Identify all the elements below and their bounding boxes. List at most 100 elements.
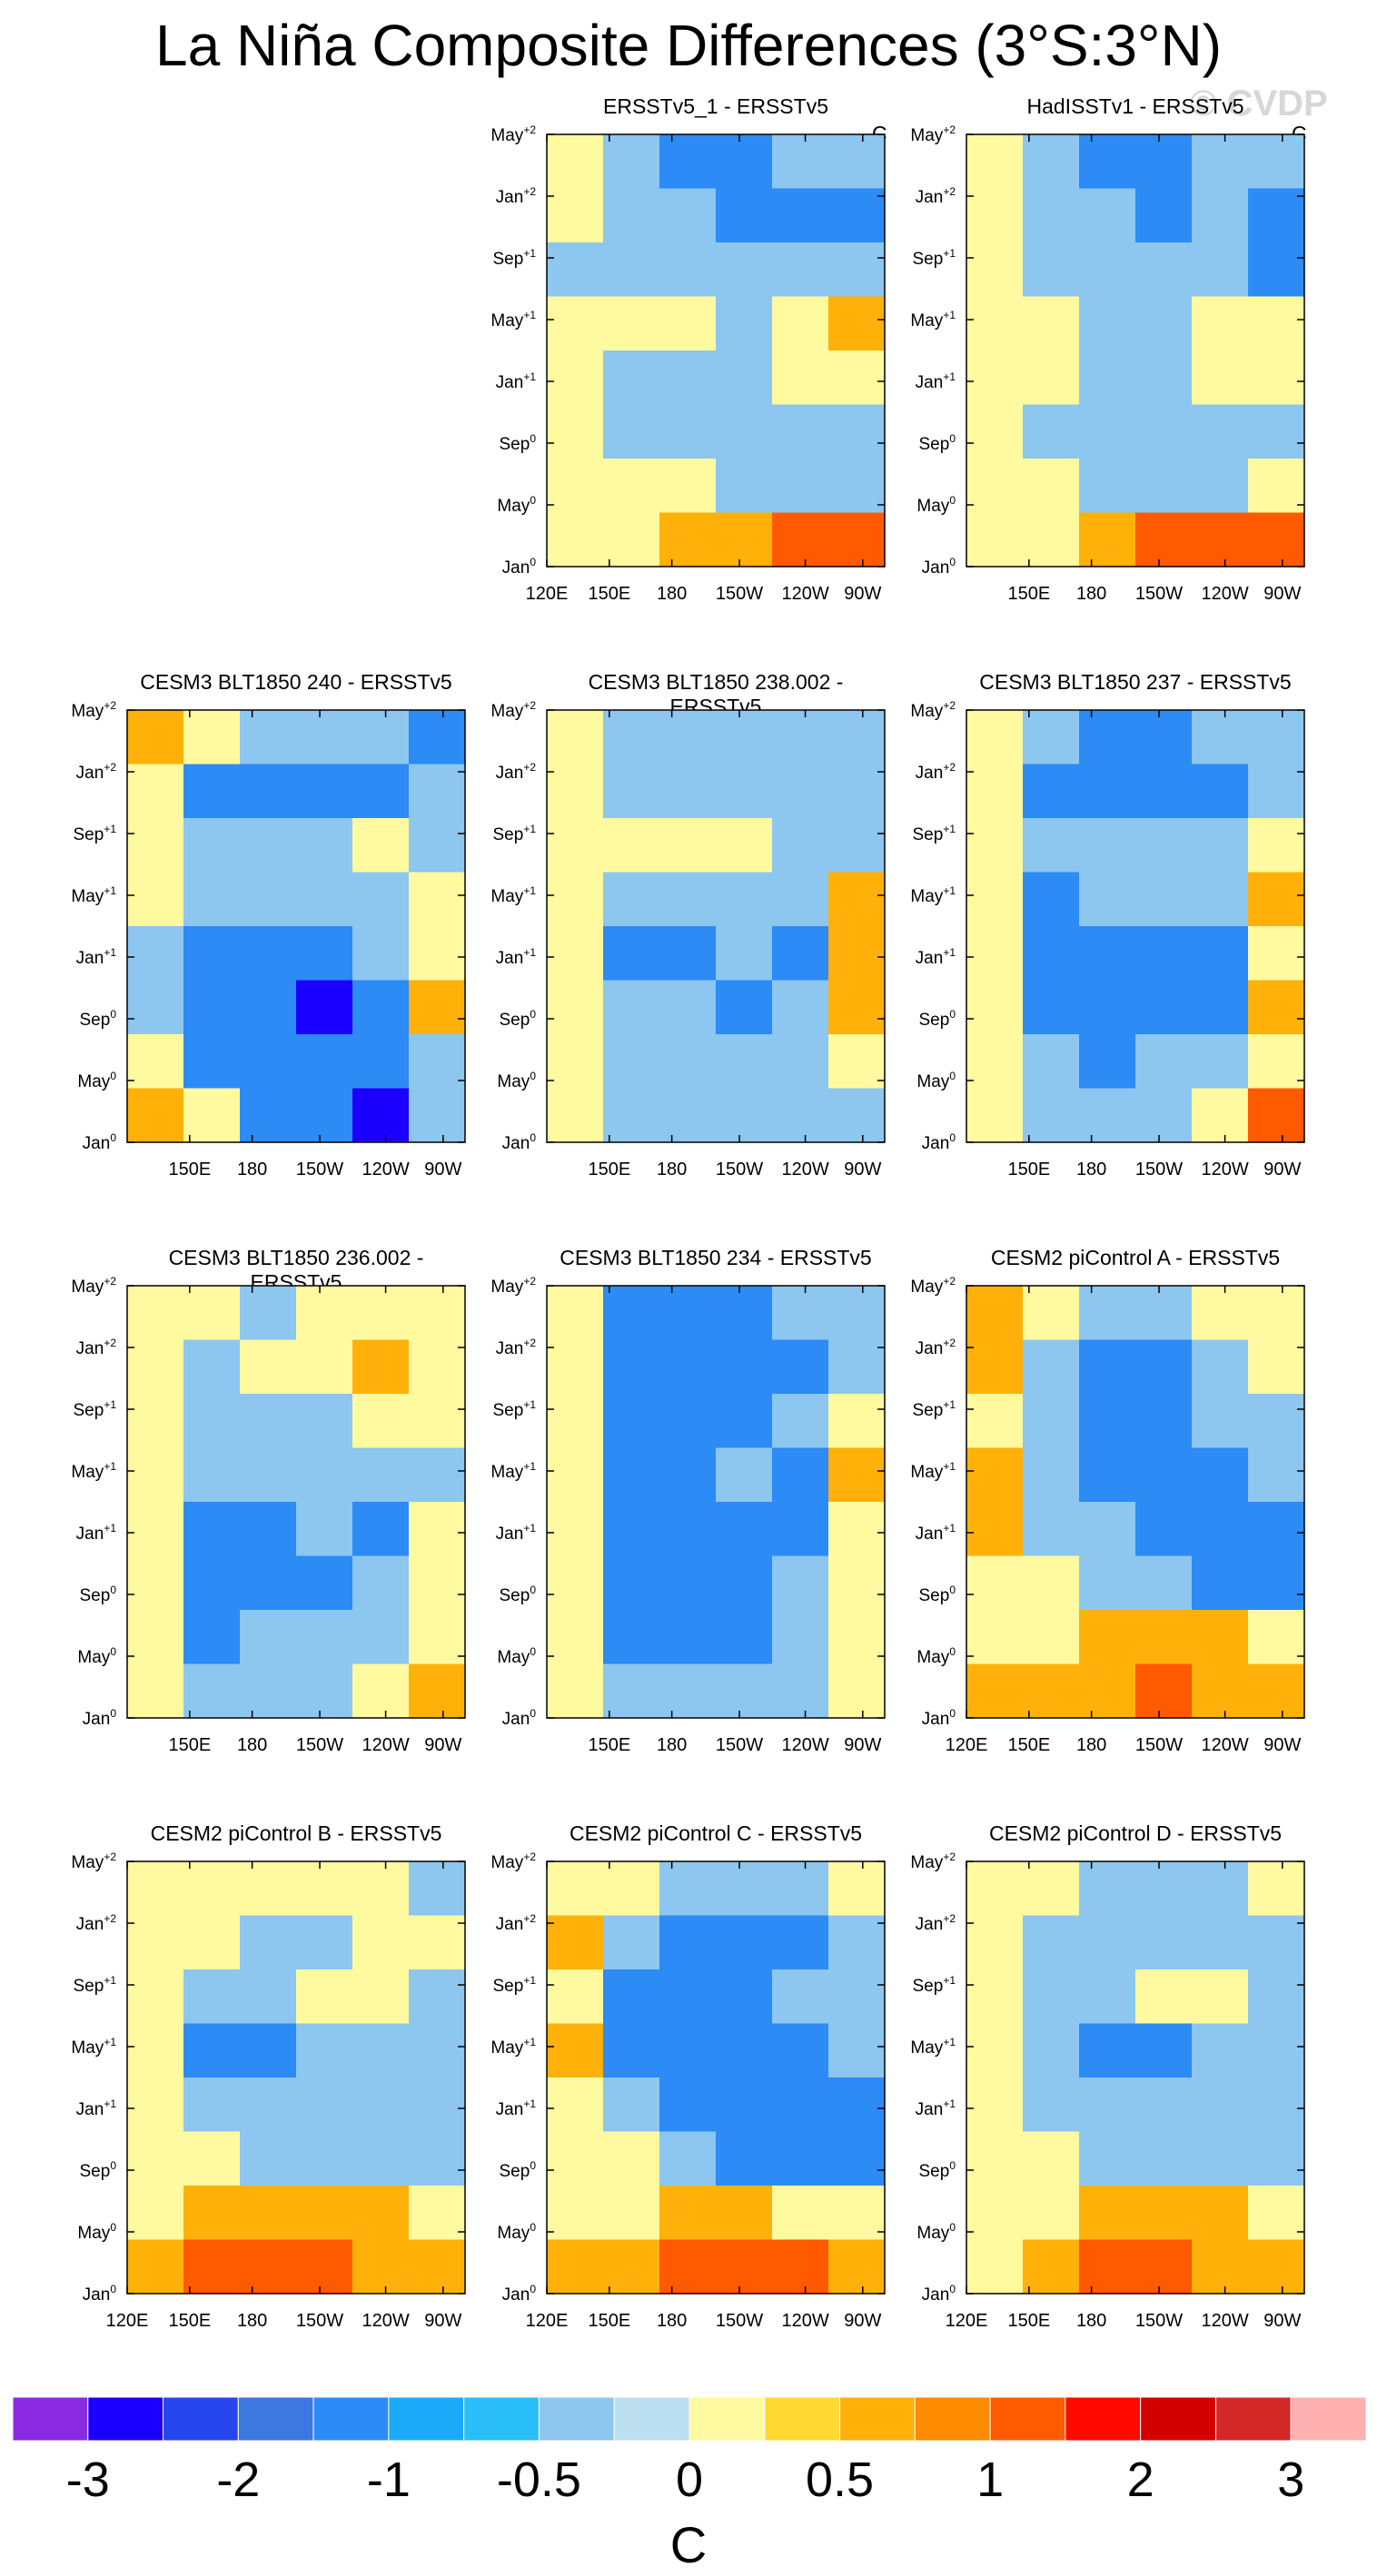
heatmap-cell bbox=[547, 1339, 604, 1395]
heatmap-cell bbox=[716, 818, 773, 873]
heatmap-cell bbox=[772, 242, 829, 297]
hovmoller-plot: Jan0 May0 Sep0 Jan+1 May+1 Sep+1 Jan+2 May+2 150… bbox=[490, 1275, 886, 1755]
heatmap-cell bbox=[1079, 1502, 1136, 1556]
heatmap-cell bbox=[1023, 980, 1080, 1035]
heatmap-cell bbox=[1135, 1915, 1193, 1970]
heatmap-cell bbox=[603, 2186, 660, 2240]
heatmap-cell bbox=[183, 2078, 241, 2132]
x-tick-label: 180 bbox=[1076, 2311, 1106, 2331]
heatmap-cell bbox=[1135, 1339, 1193, 1395]
heatmap-cell bbox=[772, 188, 829, 243]
heatmap-cell bbox=[409, 1447, 466, 1503]
panel-9: CESM2 piControl B - ERSSTv5 Jan0 May0 Sep0 J… bbox=[27, 1821, 474, 2363]
heatmap-cell bbox=[1192, 872, 1249, 927]
x-tick-label: 150E bbox=[588, 584, 630, 604]
heatmap-cell bbox=[716, 296, 773, 351]
heatmap-cell bbox=[183, 2239, 241, 2295]
heatmap-cell bbox=[352, 980, 410, 1035]
heatmap-cell bbox=[1023, 1286, 1080, 1340]
x-tick-label: 120W bbox=[781, 1160, 828, 1179]
heatmap-cell bbox=[127, 1502, 184, 1556]
colorbar-swatch bbox=[688, 2396, 766, 2442]
heatmap-cell bbox=[716, 1394, 773, 1448]
x-tick-label: 120W bbox=[781, 1735, 828, 1755]
x-tick-label: 150E bbox=[168, 1735, 211, 1755]
heatmap-cell bbox=[659, 710, 717, 765]
y-tick-label: Jan+2 bbox=[76, 1912, 117, 1934]
heatmap-cell bbox=[1192, 1394, 1249, 1448]
heatmap-cell bbox=[966, 1088, 1024, 1143]
heatmap-cell bbox=[1192, 1088, 1249, 1143]
y-tick-label: Jan+1 bbox=[496, 1522, 537, 1544]
y-tick-label: Jan+1 bbox=[76, 1522, 117, 1544]
panel-title: HadISSTv1 - ERSSTv5 bbox=[1026, 94, 1244, 118]
heatmap-cell bbox=[659, 1088, 717, 1143]
heatmap-cell bbox=[296, 2186, 353, 2240]
heatmap-cell bbox=[1023, 1915, 1080, 1970]
x-tick-label: 180 bbox=[657, 1160, 687, 1179]
heatmap-cell bbox=[1248, 242, 1305, 297]
heatmap-cell bbox=[240, 872, 297, 927]
heatmap-cell bbox=[1248, 1610, 1305, 1664]
heatmap-cell bbox=[183, 2131, 241, 2186]
heatmap-cell bbox=[772, 1447, 829, 1503]
heatmap-cell bbox=[603, 1034, 660, 1089]
heatmap-cell bbox=[772, 1861, 829, 1916]
colorbar-swatch bbox=[388, 2396, 465, 2442]
colorbar-swatch bbox=[12, 2396, 89, 2442]
y-tick-label: May0 bbox=[77, 1645, 116, 1667]
heatmap-cell bbox=[1135, 1447, 1193, 1503]
heatmap-cell bbox=[127, 872, 184, 927]
heatmap-cell bbox=[828, 926, 886, 981]
heatmap-cell bbox=[772, 404, 829, 459]
heatmap-cell bbox=[1248, 1339, 1305, 1395]
heatmap-cell bbox=[352, 872, 410, 927]
hovmoller-plot: Jan0 May0 Sep0 Jan+1 May+1 Sep+1 Jan+2 May+2 120… bbox=[910, 1275, 1305, 1755]
heatmap-cell bbox=[296, 818, 353, 873]
heatmap-cell bbox=[966, 296, 1024, 351]
y-tick-label: Sep0 bbox=[500, 2159, 537, 2181]
x-tick-label: 180 bbox=[657, 2311, 687, 2331]
heatmap-cell bbox=[1023, 818, 1080, 873]
heatmap-cell bbox=[1079, 1915, 1136, 1970]
colorbar-label: 0.5 bbox=[806, 2453, 875, 2507]
heatmap-cell bbox=[603, 2239, 660, 2295]
heatmap-cell bbox=[1079, 2186, 1136, 2240]
heatmap-cell bbox=[1023, 2078, 1080, 2132]
heatmap-cell bbox=[1192, 980, 1249, 1035]
heatmap-cell bbox=[1248, 926, 1305, 981]
heatmap-cell bbox=[1023, 1088, 1080, 1143]
heatmap-cell bbox=[547, 1555, 604, 1611]
heatmap-cell bbox=[1192, 1610, 1249, 1664]
heatmap-cell bbox=[1135, 296, 1193, 351]
heatmap-cell bbox=[659, 818, 717, 873]
heatmap-cell bbox=[1079, 1555, 1136, 1611]
heatmap-cell bbox=[1248, 1969, 1305, 2024]
heatmap-cell bbox=[296, 1088, 353, 1143]
heatmap-cell bbox=[772, 2078, 829, 2132]
heatmap-cell bbox=[352, 1286, 410, 1340]
panel-title: CESM3 BLT1850 237 - ERSSTv5 bbox=[979, 670, 1292, 694]
heatmap-cell bbox=[716, 710, 773, 765]
hovmoller-plot: Jan0 May0 Sep0 Jan+1 May+1 Sep+1 Jan+2 May+2 150… bbox=[71, 699, 466, 1179]
heatmap-cell bbox=[1192, 350, 1249, 405]
heatmap-cell bbox=[772, 2239, 829, 2295]
heatmap-cell bbox=[1248, 512, 1305, 568]
heatmap-cell bbox=[659, 872, 717, 927]
heatmap-cell bbox=[352, 1088, 410, 1143]
heatmap-cell bbox=[716, 1861, 773, 1916]
y-tick-label: Jan+1 bbox=[916, 946, 956, 968]
heatmap-cell bbox=[1248, 1034, 1305, 1089]
heatmap-cell bbox=[1135, 134, 1193, 189]
y-tick-label: May+2 bbox=[71, 1275, 116, 1297]
heatmap-cell bbox=[1079, 134, 1136, 189]
colorbar-swatch bbox=[914, 2396, 991, 2442]
panel-11: CESM2 piControl D - ERSSTv5 Jan0 May0 Sep0 J… bbox=[867, 1821, 1313, 2363]
x-tick-label: 120W bbox=[362, 1735, 409, 1755]
x-tick-label: 150W bbox=[1135, 1735, 1183, 1755]
heatmap-cell bbox=[1079, 1663, 1136, 1719]
x-tick-label: 120W bbox=[781, 2311, 828, 2331]
y-tick-label: Sep0 bbox=[80, 1008, 117, 1030]
panel-title: CESM2 piControl C - ERSSTv5 bbox=[569, 1821, 863, 1845]
heatmap-cell bbox=[547, 710, 604, 765]
